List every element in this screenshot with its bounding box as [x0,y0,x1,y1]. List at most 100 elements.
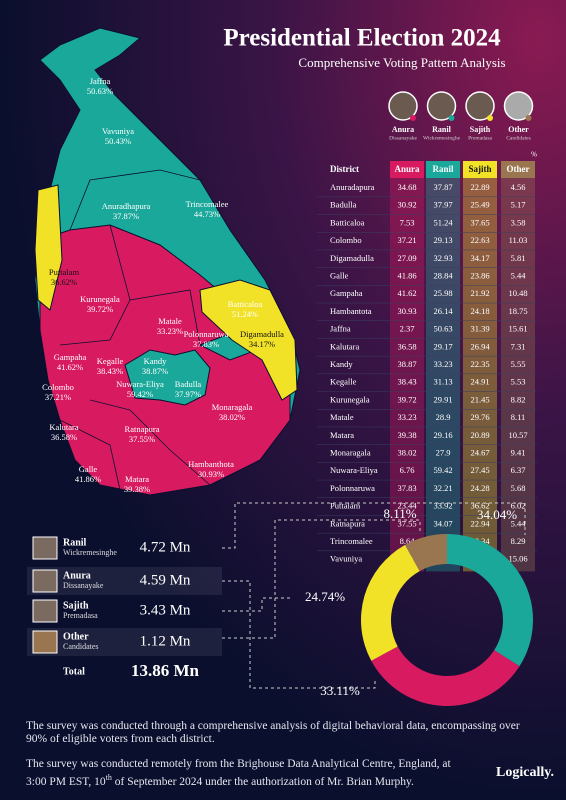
map-label: Badulla [175,379,202,389]
donut-slice [405,534,447,572]
table-cell: 21.92 [470,288,489,298]
connectors [222,502,526,689]
table-header: Sajith [468,164,491,174]
map-value: 37.97% [175,389,201,399]
map-label: Vavuniya [102,126,134,136]
map-value: 59.42% [127,389,153,399]
table-cell: 23.86 [470,270,489,280]
map-label: Trincomalee [186,199,229,209]
candidate-name: Anura [392,125,414,134]
summary-photo [32,630,58,654]
table-cell: 7.31 [511,341,526,351]
map-value: 37.21% [45,392,71,402]
donut-slice [360,544,420,661]
district: Jaffna [330,324,351,334]
map-label: Batticaloa [228,299,263,309]
map-label: Polonnaruwa [184,329,229,339]
table-cell: 29.16 [433,430,452,440]
table-cell: 33.92 [433,501,452,511]
table-cell: 23.44 [397,501,417,511]
map-region-sajith [199,279,298,401]
map-value: 36.62% [51,277,77,287]
map-label: Puttalam [49,267,80,277]
map-label: Kalutara [49,422,78,432]
summary-total: 3.43 Mn [140,602,191,618]
header-bg [390,161,424,178]
table-cell: 38.87 [397,359,416,369]
donut-label: 8.11% [383,506,416,521]
table-cell: 39.72 [397,394,416,404]
table-cell: 31.39 [470,324,489,334]
subtitle: Comprehensive Voting Pattern Analysis [298,55,505,70]
map-value: 50.63% [87,86,113,96]
title: Presidential Election 2024 [223,25,501,52]
candidate-surname: Wickremesinghe [423,135,461,141]
map-value: 39.38% [124,484,150,494]
table-cell: 22.89 [470,182,489,192]
donut-label: 33.11% [320,683,360,698]
summary-first: Other [63,631,89,642]
table-cell: 7.53 [400,217,415,227]
district: Monaragala [330,447,371,457]
map-label: Digamadulla [240,329,284,339]
table-cell: 25.98 [433,288,452,298]
donut-slice [447,534,533,667]
table-cell: 37.87 [433,182,452,192]
table-cell: 50.63 [433,324,452,334]
summary-first: Sajith [63,600,89,611]
table-cell: 5.53 [511,377,526,387]
connector [222,502,526,549]
table-cell: 34.17 [470,253,489,263]
map-label: Nuwara-Eliya [116,379,164,389]
grand-total: 13.86 Mn [131,661,200,680]
district: Ratnapura [330,518,365,528]
border [59,224,131,346]
summary-last: Candidates [63,642,99,651]
table-cell: 26.94 [470,341,490,351]
table-cell: 41.62 [397,288,416,298]
table-cell: 8.64 [400,536,416,546]
footer-text: of September 2024 under the authorizatio… [111,775,414,788]
table-cell: 9.41 [511,447,526,457]
map-label: Ratnapura [125,424,160,434]
map-value: 38.43% [97,366,123,376]
table-cell: 37.21 [397,235,416,245]
table-cell: 37.83 [397,483,416,493]
column-bg [463,178,497,572]
map-value: 39.72% [87,304,113,314]
table-cell: 8.29 [511,536,526,546]
table-cell: 18.75 [508,306,527,316]
candidate-name: Ranil [432,125,451,134]
candidate-dot [487,115,493,121]
summary-photo [32,599,58,623]
map-value: 33.23% [157,326,183,336]
table-cell: 24.67 [470,447,489,457]
map-value: 41.62% [57,362,83,372]
table-cell: 36.58 [397,341,416,351]
candidate-photo [503,91,534,121]
table-cell: 5.44 [511,518,527,528]
border [69,169,201,231]
connector [222,597,290,612]
table-header: Ranil [432,164,454,174]
summary-last: Wickremesinghe [63,548,117,557]
table-cell: 32.93 [433,253,452,263]
table-cell: 27.9 [436,447,451,457]
map: Jaffna50.63%Vavuniya50.43%Anuradhapura37… [34,27,301,496]
table-cell: 39.38 [397,430,416,440]
district: Trincomalee [330,536,373,546]
candidate-surname: Candidates [506,135,530,141]
district: Kurunegala [330,394,370,404]
map-label: Anuradhapura [102,201,151,211]
map-region-ranil [124,349,211,406]
border [89,399,211,486]
footer-sup: th [105,773,112,782]
table-cell: 3.58 [511,217,526,227]
map-label: Kurunegala [80,294,120,304]
table-cell: 25.49 [470,200,489,210]
table-cell: 5.44 [511,270,527,280]
donut-slice [371,646,520,706]
table-cell: 41.86 [397,270,416,280]
map-label: Gampaha [54,352,87,362]
